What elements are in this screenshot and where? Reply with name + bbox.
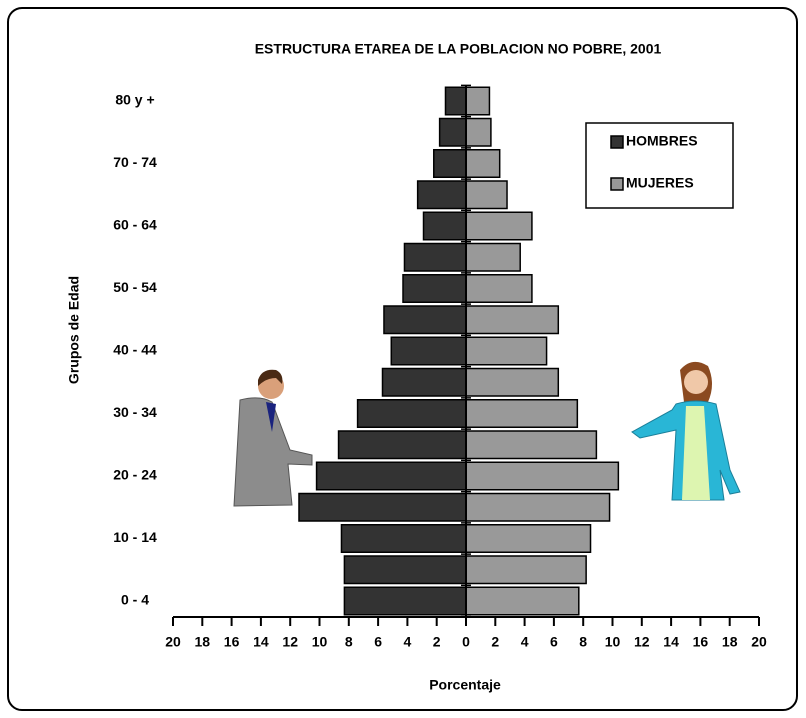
y-tick-label: 70 - 74 <box>113 154 157 170</box>
bar <box>433 149 467 178</box>
bar <box>465 555 587 585</box>
y-tick-label: 10 - 14 <box>113 529 157 545</box>
x-tick-label: 18 <box>722 634 738 650</box>
chart-title: ESTRUCTURA ETAREA DE LA POBLACION NO POB… <box>255 41 662 57</box>
x-tick-label: 16 <box>224 634 240 650</box>
bar <box>343 586 467 616</box>
x-tick-label: 6 <box>550 634 558 650</box>
bar <box>465 86 491 116</box>
x-tick-label: 10 <box>312 634 328 650</box>
bar <box>465 524 592 553</box>
x-axis-label: Porcentaje <box>429 677 501 693</box>
y-tick-label: 80 y + <box>115 92 154 108</box>
x-tick-label: 20 <box>751 634 767 650</box>
bar <box>422 211 467 241</box>
bar <box>465 180 508 210</box>
bar <box>356 399 467 428</box>
y-tick-label: 30 - 34 <box>113 404 157 420</box>
y-tick-label: 60 - 64 <box>113 217 157 233</box>
legend-swatch <box>610 177 624 191</box>
bar <box>343 555 467 585</box>
x-tick-label: 2 <box>433 634 441 650</box>
y-tick-label: 0 - 4 <box>121 592 149 608</box>
bar <box>402 274 467 303</box>
bar <box>438 117 467 147</box>
x-tick-label: 6 <box>374 634 382 650</box>
bar <box>465 367 560 397</box>
bar <box>465 305 560 335</box>
bar <box>465 117 492 147</box>
bar <box>444 86 467 116</box>
bar <box>465 336 548 366</box>
x-tick-label: 18 <box>195 634 211 650</box>
y-tick-label: 40 - 44 <box>113 342 157 358</box>
legend-label: HOMBRES <box>626 133 698 149</box>
legend-label: MUJERES <box>626 175 694 191</box>
bar <box>340 524 467 553</box>
bar <box>390 336 467 366</box>
bar <box>465 461 620 491</box>
bar <box>315 461 467 491</box>
bar <box>465 399 579 428</box>
bar <box>383 305 467 335</box>
bar <box>465 149 501 178</box>
y-tick-label: 20 - 24 <box>113 467 157 483</box>
bar <box>298 492 467 522</box>
bar <box>465 274 533 303</box>
x-tick-label: 14 <box>253 634 269 650</box>
x-tick-label: 12 <box>634 634 650 650</box>
bar <box>403 242 467 272</box>
x-tick-label: 0 <box>462 634 470 650</box>
legend-swatch <box>610 135 624 149</box>
bar <box>465 586 580 616</box>
x-tick-label: 16 <box>693 634 709 650</box>
x-tick-label: 12 <box>282 634 298 650</box>
man-illustration <box>233 369 313 507</box>
y-axis-label: Grupos de Edad <box>66 276 82 384</box>
bar <box>465 242 521 272</box>
x-tick-label: 2 <box>491 634 499 650</box>
bar <box>416 180 467 210</box>
bar <box>465 211 533 241</box>
x-tick-label: 8 <box>345 634 353 650</box>
bar <box>381 367 467 397</box>
bar <box>465 430 598 460</box>
x-tick-label: 14 <box>663 634 679 650</box>
woman-illustration <box>631 361 741 501</box>
bar <box>337 430 467 460</box>
x-tick-label: 8 <box>579 634 587 650</box>
x-tick-label: 20 <box>165 634 181 650</box>
y-tick-label: 50 - 54 <box>113 279 157 295</box>
x-tick-label: 4 <box>404 634 412 650</box>
x-tick-label: 4 <box>521 634 529 650</box>
x-tick-label: 10 <box>605 634 621 650</box>
bar <box>465 492 611 522</box>
